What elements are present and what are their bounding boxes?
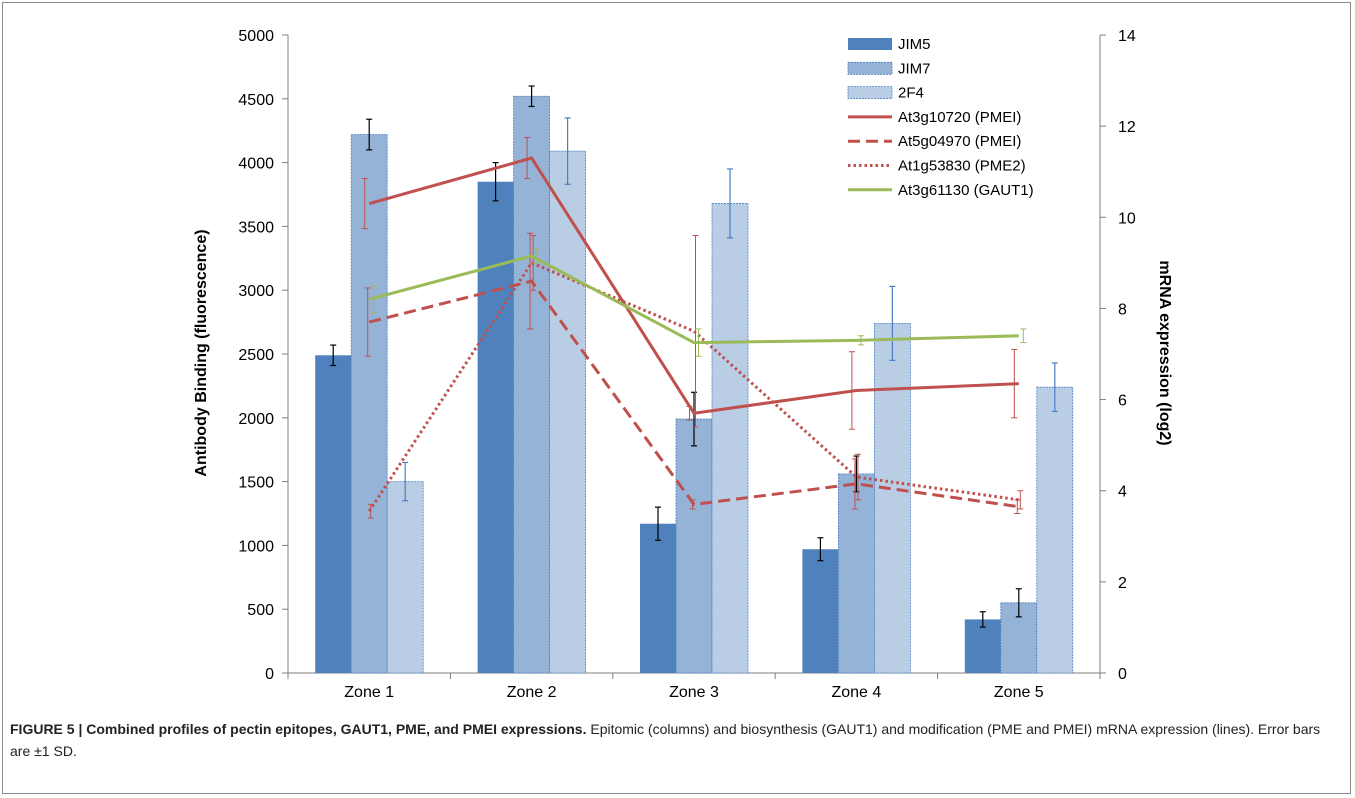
- legend-swatch-jim5: [848, 38, 892, 50]
- bar-jim5: [477, 181, 514, 674]
- legend-swatch-jim7: [847, 61, 893, 75]
- y-left-tick-label: 500: [247, 602, 274, 619]
- lines-group: [361, 137, 1027, 519]
- x-tick-label: Zone 3: [669, 684, 719, 701]
- y-right-tick-label: 12: [1118, 119, 1136, 136]
- combo-chart: 0 500 1000 1500 2000 2500 3000 3500 4000 4500 5000…: [193, 28, 1173, 701]
- legend-swatch-2f4: [847, 86, 893, 99]
- figure-caption: FIGURE 5 | Combined profiles of pectin e…: [10, 718, 1335, 762]
- legend-label: JIM5: [898, 36, 931, 53]
- y-left-tick-label: 0: [265, 666, 274, 683]
- caption-text: Epitomic (columns) and biosynthesis (GAU…: [10, 721, 1321, 759]
- y-left-tick-label: 4500: [238, 92, 274, 109]
- series-line-at5g04970: [368, 279, 1020, 509]
- y-right-tick-label: 4: [1118, 484, 1127, 501]
- caption-title: FIGURE 5 | Combined profiles of pectin e…: [10, 721, 587, 737]
- x-tick-label: Zone 5: [994, 684, 1044, 701]
- bar-2f4: [711, 203, 749, 674]
- x-tick-label: Zone 1: [344, 684, 394, 701]
- x-tick-label: Zone 4: [831, 684, 881, 701]
- bar-jim7: [675, 418, 713, 674]
- bar-jim7: [513, 95, 550, 674]
- bar-jim5: [802, 549, 839, 673]
- y-left-tick-label: 3500: [238, 219, 274, 236]
- legend-label: At5g04970 (PMEI): [898, 133, 1021, 150]
- bar-jim5: [315, 355, 352, 673]
- legend-group: JIM5 JIM7 2F4 At3g10720 (PMEI) At5g04970 (PM…: [847, 36, 1034, 199]
- y-left-tick-label: 3000: [238, 283, 274, 300]
- bar-jim5: [964, 619, 1001, 673]
- legend-label: At1g53830 (PME2): [898, 158, 1026, 175]
- y-right-tick-label: 8: [1118, 301, 1127, 318]
- series-line-at3g61130: [368, 254, 1019, 345]
- y-left-tick-label: 4000: [238, 156, 274, 173]
- y-left-tick-label: 2000: [238, 411, 274, 428]
- x-tick-label: Zone 2: [507, 684, 557, 701]
- y-left-tick-label: 2500: [238, 347, 274, 364]
- y-right-tick-label: 14: [1118, 28, 1136, 45]
- y-right-tick-label: 2: [1118, 575, 1127, 592]
- y-right-tick-label: 10: [1118, 210, 1136, 227]
- legend-label: At3g61130 (GAUT1): [898, 182, 1034, 199]
- y-axis-left-label: Antibody Binding (fluorescence): [193, 229, 210, 476]
- bar-jim7: [350, 134, 388, 674]
- series-line-at3g10720: [368, 156, 1019, 415]
- bar-2f4: [1036, 386, 1074, 674]
- bar-2f4: [386, 481, 424, 674]
- y-left-tick-label: 5000: [238, 28, 274, 45]
- bar-2f4: [874, 322, 911, 674]
- y-right-tick-label: 0: [1118, 666, 1127, 683]
- bar-jim5: [640, 523, 676, 673]
- bars-group: [315, 85, 1074, 674]
- axes-group: 0 500 1000 1500 2000 2500 3000 3500 4000 4500 5000…: [238, 28, 1135, 701]
- y-right-tick-label: 6: [1118, 393, 1127, 410]
- bar-2f4: [549, 150, 586, 674]
- y-left-tick-label: 1500: [238, 475, 274, 492]
- legend-label: At3g10720 (PMEI): [898, 109, 1021, 126]
- y-axis-right-label: mRNA expression (log2): [1156, 260, 1173, 445]
- legend-label: 2F4: [898, 85, 924, 102]
- legend-label: JIM7: [898, 60, 931, 77]
- y-left-tick-label: 1000: [238, 538, 274, 555]
- bar-jim7: [838, 473, 875, 674]
